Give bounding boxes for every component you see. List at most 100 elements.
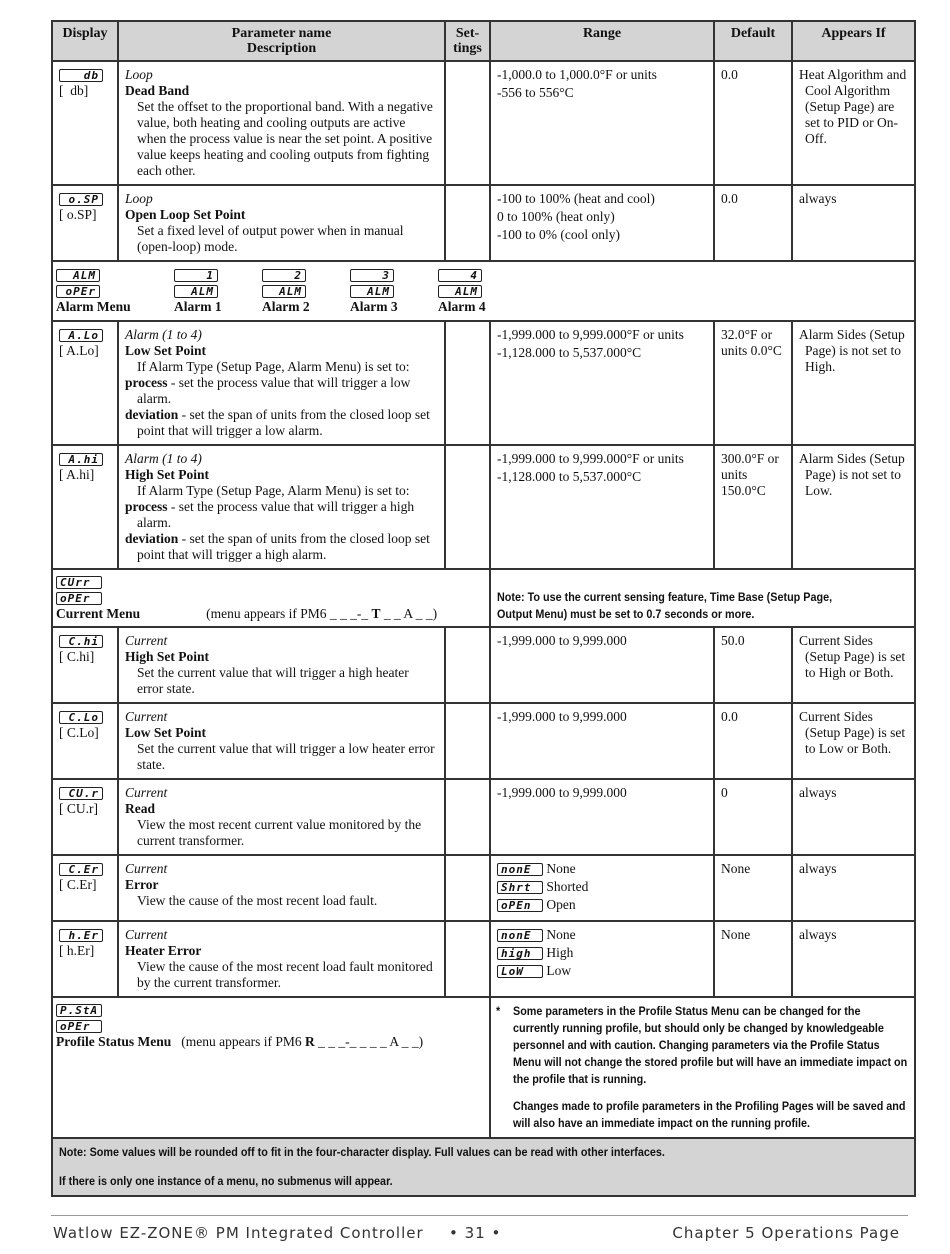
param-desc: Set the offset to the proportional band.…: [137, 99, 433, 178]
lcd-display-code: C.Lo: [59, 711, 103, 724]
range-line: 0 to 100% (heat only): [497, 209, 615, 224]
option-deviation-desc: - set the span of units from the closed …: [137, 407, 430, 438]
param-desc: Set a fixed level of output power when i…: [137, 223, 404, 254]
param-name: High Set Point: [125, 649, 210, 664]
param-desc: View the most recent current value monit…: [137, 817, 422, 848]
range-cell: -1,000.0 to 1,000.0°F or units -556 to 55…: [489, 60, 715, 186]
cond-bold: T: [371, 606, 381, 621]
default-cell: 50.0: [713, 626, 793, 704]
param-category: Current: [125, 861, 168, 876]
menu-label: Profile Status Menu: [56, 1034, 172, 1049]
display-text: [ C.Lo]: [59, 725, 99, 740]
table-row: db[ db] Loop Dead Band Set the offset to t…: [51, 60, 916, 186]
range-line: -100 to 0% (cool only): [497, 227, 620, 242]
display-cell: o.SP[ o.SP]: [51, 184, 119, 262]
display-cell: h.Er[ h.Er]: [51, 920, 119, 998]
param-name: Heater Error: [125, 943, 202, 958]
appears-cell: Alarm Sides (Setup Page) is not set to L…: [791, 444, 916, 570]
range-cell: -100 to 100% (heat and cool) 0 to 100% (h…: [489, 184, 715, 262]
profile-menu-row: P.StA oPEr Profile Status Menu (menu appear…: [51, 996, 916, 1139]
menu-label: Alarm Menu: [56, 299, 131, 314]
display-text: [ o.SP]: [59, 207, 97, 222]
option-process: process: [125, 499, 168, 514]
lcd-display-code: ALM: [56, 269, 100, 282]
lcd-display-code: P.StA: [56, 1004, 103, 1017]
param-cell: Current High Set Point Set the current val…: [117, 626, 446, 704]
appears-cell: always: [791, 778, 916, 856]
lcd-display-code: nonE: [497, 929, 543, 942]
param-intro: If Alarm Type (Setup Page, Alarm Menu) i…: [137, 483, 410, 498]
option-process: process: [125, 375, 168, 390]
settings-cell: [444, 920, 491, 998]
lcd-display-code: C.Er: [59, 863, 103, 876]
range-cell: -1,999.000 to 9,999.000: [489, 626, 715, 704]
table-row: C.Lo[ C.Lo] Current Low Set Point Set the …: [51, 702, 916, 780]
option-deviation: deviation: [125, 407, 179, 422]
range-cell: nonE None Shrt Shorted oPEn Open: [489, 854, 715, 922]
settings-cell: [444, 626, 491, 704]
menu-label: Alarm 4: [438, 299, 486, 314]
table-row: C.Er[ C.Er] Current Error View the cause o…: [51, 854, 916, 922]
display-cell: A.hi[ A.hi]: [51, 444, 119, 570]
appears-cell: Current Sides (Setup Page) is set to Hig…: [791, 626, 916, 704]
param-cell: Current Error View the cause of the most r…: [117, 854, 446, 922]
lcd-display-code: 4: [438, 269, 482, 282]
range-line: -556 to 556°C: [497, 85, 574, 100]
param-cell: Alarm (1 to 4) High Set Point If Alarm Typ…: [117, 444, 446, 570]
table-row: o.SP[ o.SP] Loop Open Loop Set Point Set a…: [51, 184, 916, 262]
settings-cell: [444, 854, 491, 922]
lcd-display-code: o.SP: [59, 193, 103, 206]
range-cell: nonE None high High LoW Low: [489, 920, 715, 998]
cond-pre: (menu appears if PM6: [181, 1034, 305, 1049]
range-line: -1,000.0 to 1,000.0°F or units: [497, 67, 657, 82]
page-number: • 31 •: [449, 1224, 502, 1242]
lcd-display-code: 2: [262, 269, 306, 282]
option-deviation: deviation: [125, 531, 179, 546]
menu-label: Current Menu: [56, 606, 141, 621]
table-row: CU.r[ CU.r] Current Read View the most rec…: [51, 778, 916, 856]
lcd-display-code: CUrr: [56, 576, 102, 589]
appears-cell: Alarm Sides (Setup Page) is not set to H…: [791, 320, 916, 446]
lcd-display-code: 1: [174, 269, 218, 282]
param-category: Alarm (1 to 4): [125, 327, 202, 342]
lcd-display-code: 3: [350, 269, 394, 282]
lcd-display-code: A.hi: [59, 453, 103, 466]
default-cell: None: [713, 920, 793, 998]
display-cell: C.Er[ C.Er]: [51, 854, 119, 922]
param-category: Loop: [125, 191, 153, 206]
header-param-name: Parameter name: [231, 26, 332, 41]
lcd-display-code: Shrt: [497, 881, 543, 894]
range-cell: -1,999.000 to 9,999.000: [489, 702, 715, 780]
param-desc: Set the current value that will trigger …: [137, 665, 409, 696]
option-label: Low: [546, 963, 572, 978]
option-label: Open: [546, 897, 576, 912]
option-process-desc: - set the process value that will trigge…: [137, 375, 411, 406]
appears-cell: always: [791, 920, 916, 998]
default-cell: None: [713, 854, 793, 922]
current-menu-row: CUrr oPEr Current Menu (menu appears if PM6…: [51, 568, 916, 628]
cond-pre: (menu appears if PM6 _ _ _-_: [206, 606, 372, 621]
lcd-display-code: oPEn: [497, 899, 543, 912]
param-cell: Current Read View the most recent current …: [117, 778, 446, 856]
menu-condition: (menu appears if PM6 _ _ _-_ T _ _ A _ _…: [206, 606, 437, 621]
appears-cell: always: [791, 184, 916, 262]
cond-bold: R: [304, 1034, 315, 1049]
param-name: Open Loop Set Point: [125, 207, 246, 222]
menu-label: Alarm 3: [350, 299, 398, 314]
alarm-menu-item: 2 ALM Alarm 2: [262, 267, 350, 315]
alarm-menu-item: 3 ALM Alarm 3: [350, 267, 438, 315]
display-cell: A.Lo[ A.Lo]: [51, 320, 119, 446]
table-row: C.hi[ C.hi] Current High Set Point Set the…: [51, 626, 916, 704]
cond-post: _ _ A _ _): [380, 606, 438, 621]
lcd-display-code: oPEr: [56, 1020, 102, 1033]
option-label: None: [546, 861, 576, 876]
menu-label: Alarm 2: [262, 299, 310, 314]
bottom-note-1: Note: Some values will be rounded off to…: [59, 1145, 665, 1159]
settings-cell: [444, 444, 491, 570]
default-cell: 300.0°F or units 150.0°C: [713, 444, 793, 570]
default-cell: 32.0°F or units 0.0°C: [713, 320, 793, 446]
settings-cell: [444, 702, 491, 780]
profile-note-2: Changes made to profile parameters in th…: [513, 1099, 906, 1130]
param-category: Current: [125, 709, 168, 724]
param-name: Error: [125, 877, 159, 892]
